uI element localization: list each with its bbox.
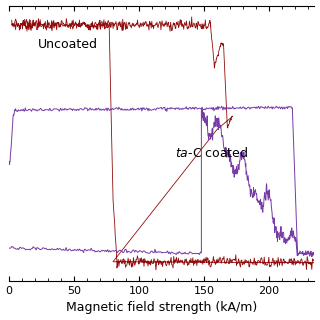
Text: Uncoated: Uncoated	[38, 38, 98, 51]
X-axis label: Magnetic field strength (kA/m): Magnetic field strength (kA/m)	[66, 301, 257, 315]
Text: $\it{ta}$-C coated: $\it{ta}$-C coated	[175, 146, 249, 160]
